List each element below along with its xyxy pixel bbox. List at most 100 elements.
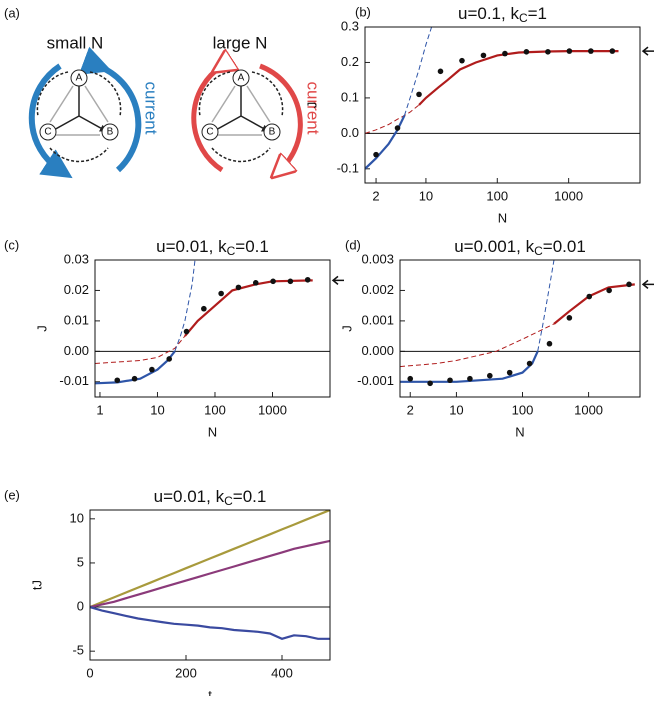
data-point (394, 125, 401, 131)
data-point (487, 372, 493, 379)
series-line (90, 606, 330, 640)
y-tick-label: -0.1 (337, 160, 359, 175)
series-line (95, 335, 186, 364)
y-axis-label: J (304, 102, 319, 109)
data-point (166, 356, 173, 362)
x-tick-label: 1000 (554, 188, 583, 203)
data-point (586, 293, 593, 300)
limit-arrow (331, 275, 344, 285)
node-label: A (76, 73, 83, 84)
x-axis-label: N (498, 210, 507, 225)
data-point (114, 377, 121, 384)
y-axis-label: J (339, 325, 354, 332)
y-tick-label: 0.003 (361, 251, 394, 266)
data-point (566, 315, 573, 321)
series-line (90, 510, 330, 609)
series-line (400, 350, 539, 383)
x-axis-label: N (208, 424, 217, 439)
data-point (566, 48, 573, 54)
title-text: u=0.1, k (458, 4, 519, 23)
title-sub: C (227, 244, 236, 258)
data-point (523, 49, 530, 55)
series-line (400, 323, 555, 368)
data-point (149, 366, 155, 373)
title-text: =0.01 (543, 237, 586, 256)
node-label: B (107, 127, 114, 138)
series-line (418, 50, 619, 106)
chart-title: u=0.01, kC=0.1 (154, 487, 267, 508)
data-point (606, 287, 612, 294)
data-point (252, 280, 259, 286)
plot-frame (399, 259, 641, 398)
plot-frame (364, 26, 641, 184)
data-point (502, 50, 508, 57)
limit-arrow (641, 279, 654, 289)
y-tick-label: 0 (77, 598, 84, 613)
x-tick-label: 10 (449, 402, 463, 417)
series-line (553, 283, 635, 325)
y-tick-label: 0.0 (341, 125, 359, 140)
series-line (403, 27, 433, 116)
data-point (201, 305, 207, 312)
series-line (174, 260, 196, 352)
diagram-title: small N (47, 33, 104, 52)
data-point (218, 290, 224, 297)
y-tick-label: 0.002 (361, 282, 394, 297)
data-point (270, 278, 276, 285)
diagram-title: large N (213, 33, 268, 52)
x-tick-label: 2 (372, 188, 379, 203)
current-label: current (304, 82, 323, 135)
data-point (235, 284, 242, 291)
diagram: (a) small N large N current current A B … (4, 5, 323, 170)
data-point (447, 377, 453, 384)
data-point (467, 375, 473, 382)
node-label: C (206, 127, 213, 138)
data-point (459, 57, 465, 64)
current-arrow (191, 66, 222, 173)
nodes (39, 69, 281, 141)
data-point (526, 360, 533, 367)
y-tick-label: -5 (72, 643, 84, 658)
title-text: u=0.001, k (454, 237, 534, 256)
series-line (365, 115, 406, 170)
x-tick-label: 400 (271, 665, 293, 680)
x-tick-label: 2 (407, 402, 414, 417)
data-point (626, 281, 632, 288)
y-tick-label: 0.3 (341, 18, 359, 33)
chart: (c) u=0.01, kC=0.1 N J 1 10 100 1000 -0.01 0.00 0.… (4, 237, 344, 439)
y-tick-label: 0.02 (64, 282, 89, 297)
data-point (183, 328, 190, 335)
x-axis-label: N (515, 424, 524, 439)
title-sub: C (534, 244, 543, 258)
y-tick-label: 0.2 (341, 54, 359, 69)
limit-arrow (641, 46, 654, 56)
current-arrow (259, 63, 303, 170)
data-point (373, 151, 379, 158)
title-text: =1 (528, 4, 547, 23)
x-tick-label: 100 (512, 402, 534, 417)
series-line (365, 79, 448, 134)
data-point (427, 380, 433, 387)
panel-label: (c) (4, 237, 19, 252)
title-text: =0.1 (233, 487, 267, 506)
data-point (437, 68, 444, 75)
y-tick-label: 5 (77, 554, 84, 569)
data-point (546, 340, 553, 347)
x-tick-label: 200 (175, 665, 197, 680)
data-point (588, 48, 594, 54)
plot-frame (89, 509, 331, 661)
series-line (90, 539, 330, 609)
y-axis-label: tJ (29, 580, 44, 590)
x-tick-label: 10 (150, 402, 164, 417)
y-tick-label: -0.001 (357, 373, 394, 388)
y-tick-label: -0.01 (59, 373, 89, 388)
x-tick-label: 1 (96, 402, 103, 417)
title-text: =0.1 (235, 237, 269, 256)
data-point (131, 375, 138, 382)
data-point (304, 276, 311, 283)
title-sub: C (224, 494, 233, 508)
x-tick-label: 100 (486, 188, 508, 203)
chart: (b) u=0.1, kC=1 N J 2 10 100 1000 -0.1 0.0 0.1 0.2 0… (304, 4, 654, 225)
chart: (d) u=0.001, kC=0.01 N J 2 10 100 1000 -0.001 0.0… (339, 237, 654, 439)
